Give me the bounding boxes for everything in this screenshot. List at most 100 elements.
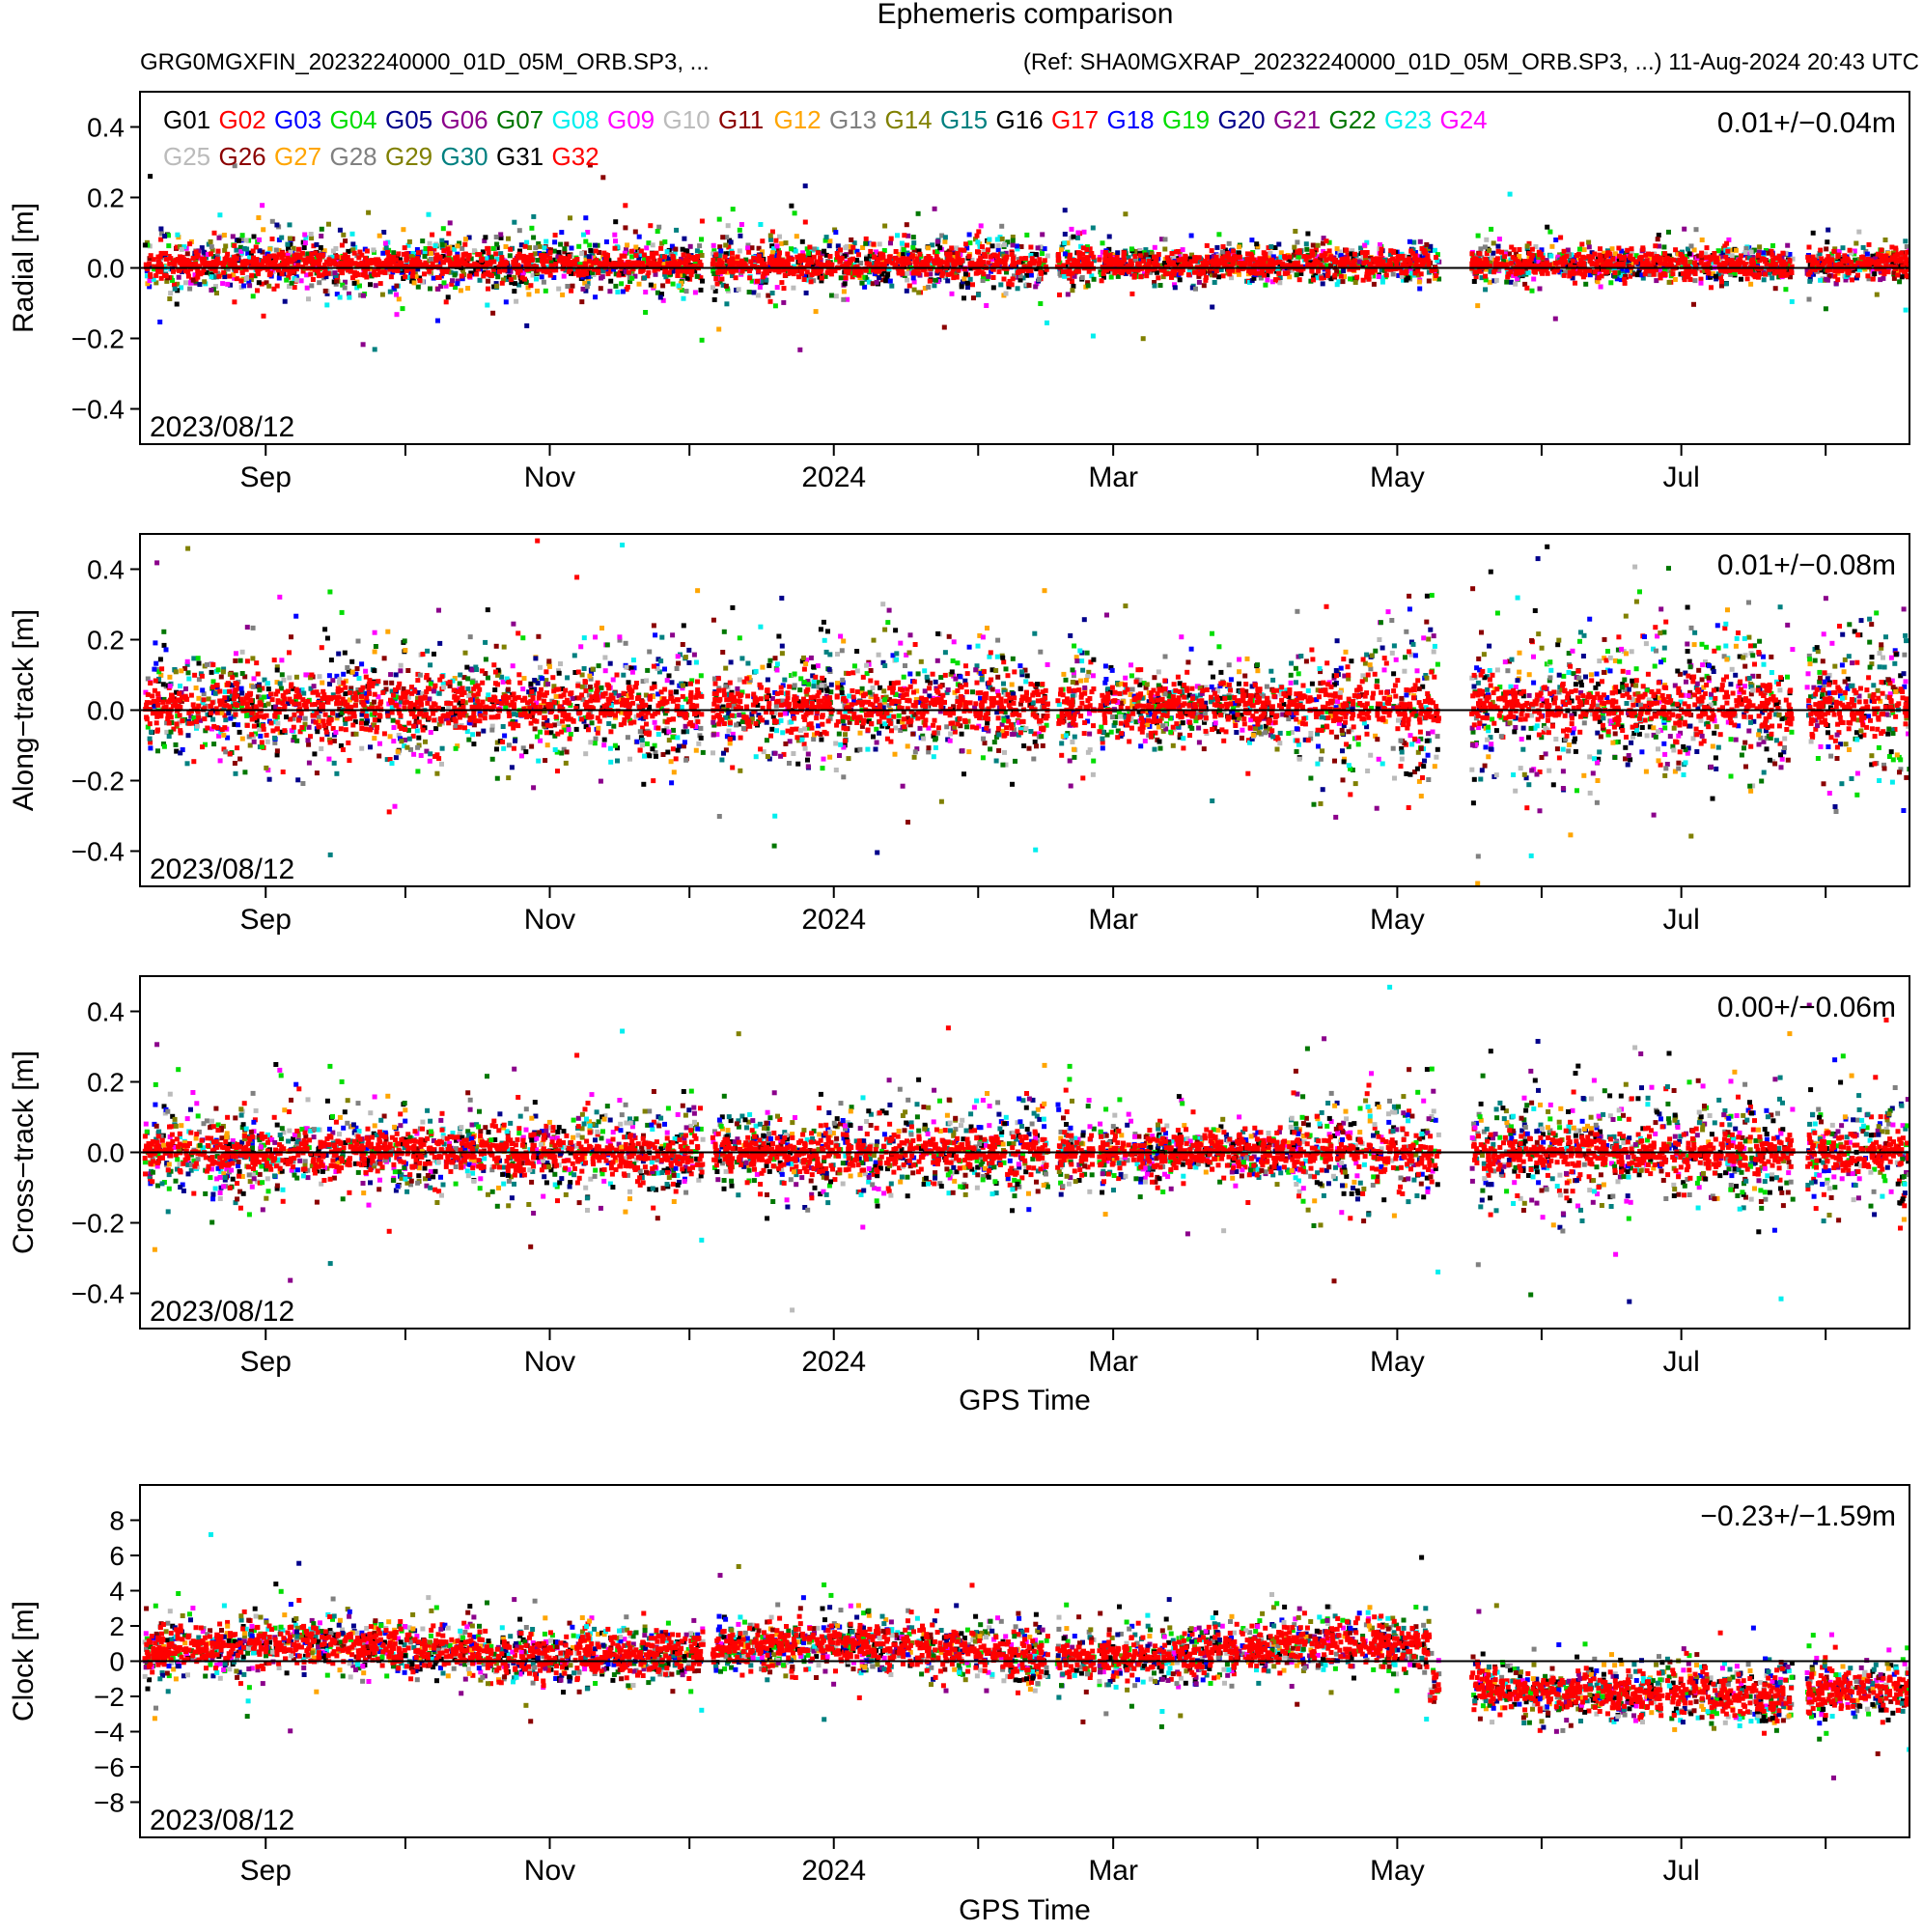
scatter-point xyxy=(260,249,265,255)
scatter-point xyxy=(772,267,778,273)
scatter-point xyxy=(1249,238,1255,243)
scatter-point xyxy=(516,251,522,257)
scatter-point xyxy=(940,270,945,276)
scatter-point xyxy=(1402,273,1407,279)
scatter-point xyxy=(214,291,219,295)
scatter-point xyxy=(1699,250,1705,256)
scatter-point xyxy=(1277,275,1283,281)
scatter-point xyxy=(660,297,666,303)
scatter-point xyxy=(351,250,357,256)
scatter-point xyxy=(1388,248,1394,254)
scatter-point xyxy=(1152,244,1157,250)
scatter-point xyxy=(926,284,932,290)
scatter-point xyxy=(764,270,769,276)
scatter-point xyxy=(1790,256,1796,262)
scatter-point xyxy=(994,263,1000,268)
scatter-point xyxy=(303,235,309,240)
scatter-point xyxy=(1744,276,1750,282)
scatter-point xyxy=(316,253,320,258)
scatter-point xyxy=(1552,261,1558,266)
scatter-point xyxy=(444,268,450,274)
scatter-point xyxy=(412,263,418,268)
scatter-point xyxy=(503,244,509,249)
scatter-point xyxy=(522,276,527,282)
scatter-point xyxy=(529,225,535,231)
scatter-point xyxy=(895,233,900,238)
scatter-point xyxy=(1687,259,1693,265)
scatter-point xyxy=(541,261,546,266)
scatter-point xyxy=(1489,260,1494,266)
scatter-point xyxy=(1586,239,1592,245)
scatter-point xyxy=(591,254,597,260)
scatter-point xyxy=(1666,229,1671,235)
scatter-point xyxy=(539,274,544,280)
scatter-point xyxy=(954,245,960,251)
scatter-point xyxy=(228,260,234,266)
scatter-point xyxy=(629,275,635,281)
scatter-point xyxy=(259,281,265,287)
scatter-point xyxy=(1010,242,1016,248)
scatter-point xyxy=(902,257,907,263)
scatter-point xyxy=(922,262,928,267)
scatter-point xyxy=(1383,263,1388,268)
scatter-point xyxy=(805,261,811,266)
scatter-point xyxy=(288,241,293,247)
scatter-point xyxy=(276,248,282,253)
scatter-point xyxy=(443,240,449,246)
scatter-point xyxy=(890,261,896,266)
scatter-point xyxy=(767,264,773,269)
scatter-point xyxy=(1113,261,1119,266)
scatter-point xyxy=(769,229,775,235)
scatter-point xyxy=(1171,271,1177,277)
scatter-point xyxy=(290,236,295,241)
scatter-point xyxy=(713,276,719,282)
scatter-point xyxy=(477,277,483,283)
scatter-point xyxy=(1016,257,1021,263)
scatter-point xyxy=(352,261,358,266)
scatter-point xyxy=(1014,243,1019,249)
scatter-point xyxy=(655,290,660,295)
scatter-point xyxy=(669,243,675,249)
scatter-point xyxy=(711,251,716,257)
scatter-point xyxy=(205,252,210,257)
scatter-point xyxy=(570,283,575,289)
scatter-point xyxy=(1608,280,1614,286)
scatter-point xyxy=(291,245,296,251)
scatter-point xyxy=(1270,254,1276,260)
scatter-point xyxy=(1324,266,1330,272)
scatter-point xyxy=(243,238,249,243)
scatter-point xyxy=(1352,264,1357,268)
scatter-point xyxy=(1324,263,1330,268)
scatter-point xyxy=(844,261,850,266)
scatter-point xyxy=(1489,255,1494,261)
scatter-point xyxy=(1262,272,1268,278)
scatter-point xyxy=(847,261,852,266)
scatter-point xyxy=(1213,268,1219,274)
scatter-point xyxy=(964,245,970,251)
scatter-point xyxy=(617,262,623,267)
scatter-point xyxy=(267,246,273,252)
scatter-point xyxy=(987,237,992,242)
scatter-point xyxy=(1771,270,1777,276)
scatter-point xyxy=(230,234,236,239)
scatter-point xyxy=(802,183,808,189)
scatter-point xyxy=(1332,272,1338,278)
scatter-point xyxy=(304,272,310,278)
scatter-point xyxy=(779,280,785,286)
scatter-point xyxy=(1218,266,1224,272)
scatter-point xyxy=(1639,272,1645,278)
scatter-point xyxy=(937,266,943,272)
scatter-point xyxy=(1371,281,1377,287)
scatter-point xyxy=(1748,249,1754,255)
scatter-point xyxy=(292,285,297,291)
scatter-point xyxy=(359,252,365,258)
scatter-point xyxy=(1314,260,1320,266)
scatter-point xyxy=(760,264,766,269)
scatter-point xyxy=(414,247,420,252)
scatter-point xyxy=(947,251,953,257)
scatter-point xyxy=(300,268,306,274)
scatter-point xyxy=(1269,266,1275,272)
scatter-point xyxy=(186,264,192,269)
scatter-point xyxy=(792,210,797,216)
scatter-point xyxy=(269,237,275,241)
